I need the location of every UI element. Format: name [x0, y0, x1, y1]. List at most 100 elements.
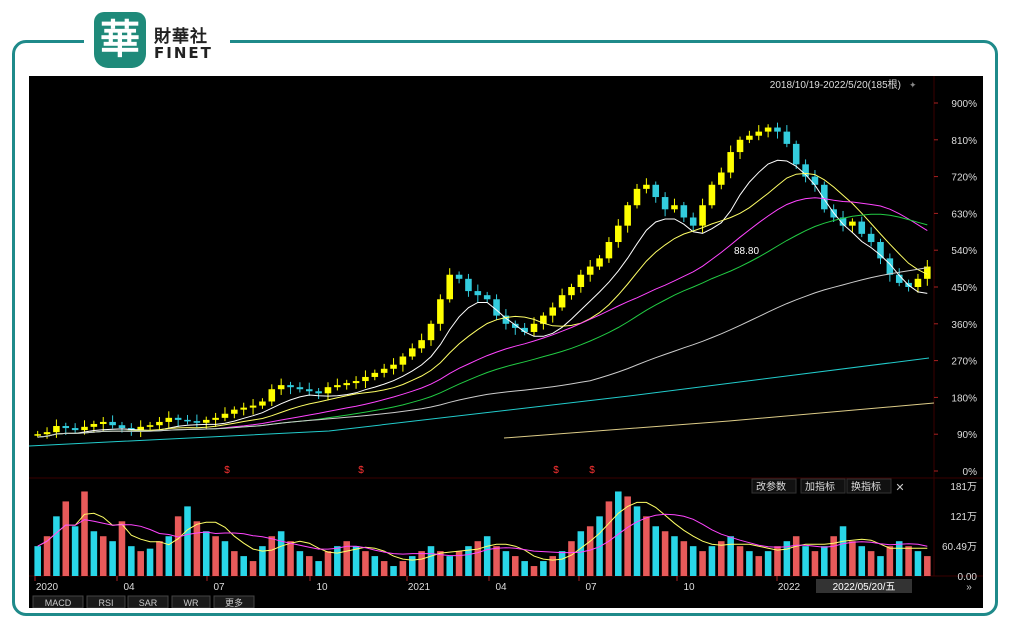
x-tick-label: 04 [495, 582, 507, 593]
toolbar-button-2[interactable]: 加指标 [805, 480, 835, 493]
close-icon[interactable]: ✕ [895, 482, 904, 494]
volume-bar [53, 516, 60, 576]
candle [755, 131, 763, 136]
candle [792, 143, 800, 165]
price-tick-label: 270% [951, 357, 977, 368]
volume-bar [427, 546, 435, 576]
indicator-tab-wr[interactable]: WR [184, 598, 199, 608]
indicator-tab-sar[interactable]: SAR [139, 598, 158, 608]
candle [156, 421, 163, 426]
volume-bar [240, 556, 247, 576]
volume-bar [568, 541, 575, 576]
volume-bar [249, 561, 257, 576]
volume-bar [343, 541, 350, 576]
s-marker-4: $ [589, 465, 595, 476]
toolbar-button-bg[interactable] [751, 478, 797, 494]
volume-bar [474, 541, 482, 576]
toolbar-button-bg[interactable] [800, 478, 846, 494]
volume-bar [371, 556, 379, 576]
volume-bar [455, 551, 463, 576]
candle [839, 217, 847, 226]
volume-bar [736, 546, 744, 576]
indicator-tab-macd[interactable]: MACD [45, 598, 72, 608]
toolbar-button-3[interactable]: 换指标 [851, 480, 881, 493]
volume-bar [137, 551, 144, 576]
volume-bar [165, 536, 173, 576]
volume-bar [708, 546, 716, 576]
candle [633, 188, 641, 206]
volume-bar [184, 506, 191, 576]
logo-chinese-text: 財華社 [154, 27, 208, 47]
candle [202, 419, 210, 423]
candle [652, 184, 660, 198]
candle [109, 421, 116, 426]
candle [474, 291, 482, 296]
volume-bar [362, 551, 369, 576]
candle [362, 376, 369, 382]
volume-bar [259, 546, 266, 576]
price-tick-label: 180% [951, 393, 977, 404]
candle [699, 205, 706, 226]
ma30-line [37, 213, 928, 438]
candle [718, 172, 725, 185]
volume-bar [324, 551, 332, 576]
candle [146, 425, 154, 427]
candle [774, 127, 781, 132]
volume-bar [858, 546, 866, 576]
volume-bar [399, 561, 407, 576]
candle [324, 387, 332, 394]
volume-bar [802, 546, 809, 576]
pin-icon[interactable]: ✦ [909, 80, 917, 90]
volume-bar [465, 546, 472, 576]
volume-bar [811, 551, 819, 576]
volume-bar [643, 516, 650, 576]
candle [437, 299, 444, 324]
price-tick-label: 360% [951, 320, 977, 331]
volume-bar [446, 556, 454, 576]
candle [165, 417, 173, 422]
candle [493, 299, 500, 316]
candle [184, 419, 191, 422]
volume-bar [895, 541, 903, 576]
volume-bar [849, 541, 856, 576]
volume-bar [212, 536, 219, 576]
volume-bar [71, 526, 79, 576]
x-tick-label: 2022 [778, 582, 801, 593]
candle [671, 205, 678, 210]
volume-bar [746, 551, 753, 576]
toolbar-button-1[interactable]: 改参数 [756, 480, 786, 493]
volume-bar [877, 556, 884, 576]
ma120-line [28, 357, 930, 447]
volume-bar [380, 561, 388, 576]
candle [90, 423, 98, 427]
candle [727, 152, 734, 173]
candle [615, 225, 622, 243]
ma10-line [37, 172, 928, 438]
indicator-tab-更多[interactable]: 更多 [225, 597, 243, 608]
candle [858, 221, 866, 234]
volume-tick-label: 0.00 [958, 572, 978, 583]
volume-bar [296, 551, 304, 576]
candle [502, 315, 510, 324]
volume-bar [755, 556, 763, 576]
ma20-line [37, 197, 928, 438]
scroll-right-icon[interactable]: » [966, 582, 972, 593]
volume-bar [156, 541, 163, 576]
stock-chart[interactable]: 0% 90% 180% 270% 360% 450% 540% 630% 720% 810% 900… [28, 76, 983, 609]
volume-bar [718, 541, 725, 576]
volume-bar [437, 551, 444, 576]
candle [81, 426, 88, 431]
candle [643, 184, 650, 189]
volume-bar [661, 531, 669, 576]
candle [212, 417, 219, 420]
volume-bar [792, 536, 800, 576]
indicator-tab-rsi[interactable]: RSI [98, 598, 113, 608]
x-tick-label: 07 [213, 582, 225, 593]
candle [427, 323, 435, 341]
price-tick-label: 630% [951, 209, 977, 220]
volume-bar [34, 546, 41, 576]
volume-bar [783, 541, 791, 576]
date-readout-bg [816, 579, 912, 593]
toolbar-button-bg[interactable] [846, 478, 892, 494]
s-marker-3: $ [553, 465, 559, 476]
